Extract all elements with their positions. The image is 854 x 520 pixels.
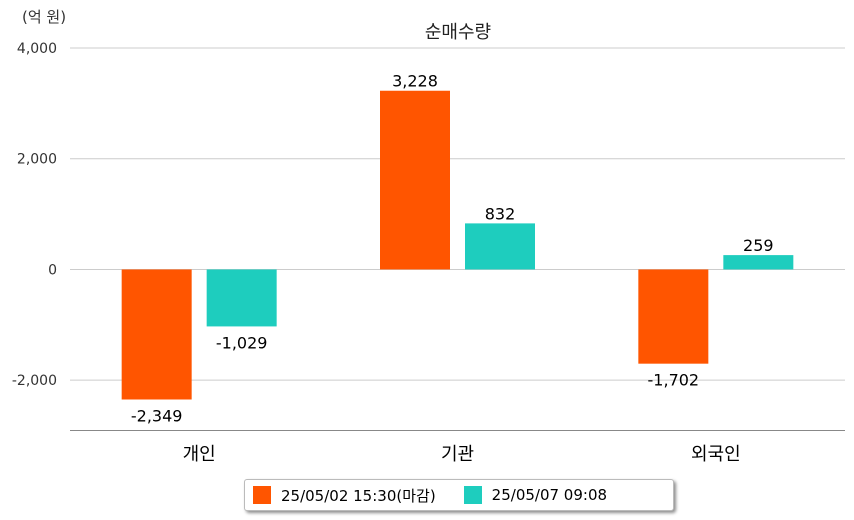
y-tick-label: 0 <box>48 262 57 278</box>
y-tick-label: -2,000 <box>12 373 57 389</box>
data-label: -2,349 <box>131 406 183 425</box>
y-tick-label: 2,000 <box>17 152 57 168</box>
legend-swatch-series-2 <box>463 486 482 504</box>
bar-2-1 <box>206 269 277 327</box>
legend-swatch-series-1 <box>253 486 271 504</box>
x-category-label: 개인 <box>183 444 216 465</box>
y-tick-label: 4,000 <box>17 41 57 57</box>
legend-label-series-1: 25/05/02 15:30(마감) <box>281 486 436 505</box>
bar-2-2 <box>465 223 535 270</box>
data-label: 3,228 <box>392 72 438 91</box>
x-category-label: 외국인 <box>691 444 741 465</box>
legend: 25/05/02 15:30(마감) 25/05/07 09:08 <box>244 479 674 511</box>
bar-2-3 <box>723 255 794 270</box>
legend-item-series-2[interactable]: 25/05/07 09:08 <box>463 486 608 504</box>
bar-1-3 <box>638 269 709 364</box>
data-label: -1,029 <box>216 333 268 352</box>
data-label: -1,702 <box>648 371 700 390</box>
legend-item-series-1[interactable]: 25/05/02 15:30(마감) <box>253 485 436 506</box>
x-category-label: 기관 <box>441 444 474 465</box>
chart-title: 순매수량 <box>424 22 492 43</box>
bar-1-2 <box>380 90 450 270</box>
data-label: 259 <box>743 236 774 255</box>
legend-label-series-2: 25/05/07 09:08 <box>491 486 608 504</box>
bar-1-1 <box>121 269 192 400</box>
unit-label: (억 원) <box>22 8 67 26</box>
data-label: 832 <box>485 204 516 223</box>
